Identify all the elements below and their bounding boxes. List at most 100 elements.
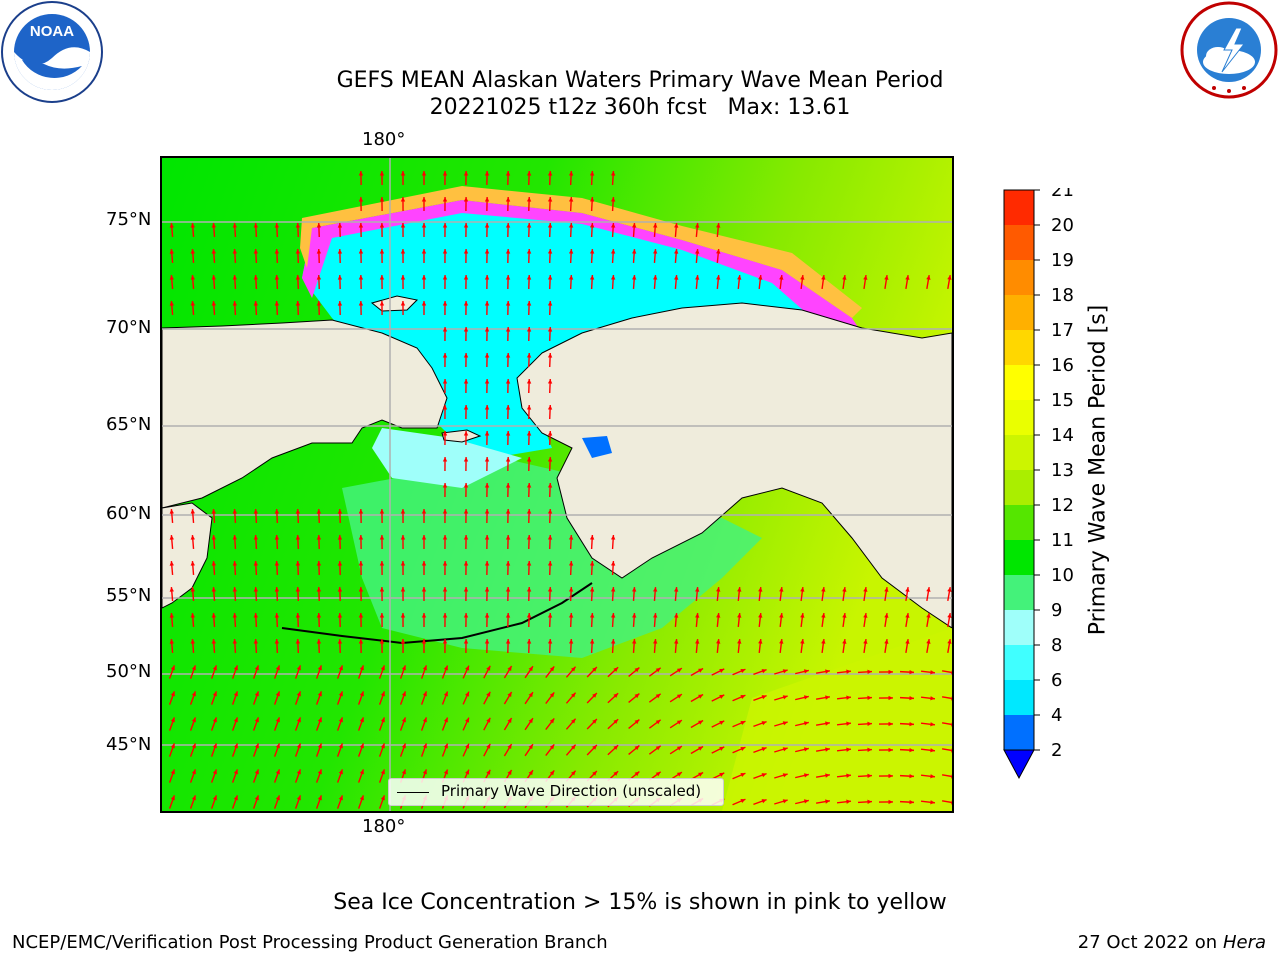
wave-arrow-head bbox=[232, 275, 238, 280]
wave-arrow-head bbox=[296, 717, 301, 723]
wave-arrow-head bbox=[761, 799, 767, 804]
wave-arrow-head bbox=[526, 639, 532, 644]
wave-arrow-head bbox=[274, 587, 280, 592]
wave-arrow-head bbox=[947, 275, 952, 280]
wave-arrow-head bbox=[316, 509, 322, 514]
lat-label-55: 55°N bbox=[106, 585, 152, 606]
wave-arrow-head bbox=[528, 666, 533, 672]
wave-arrow-head bbox=[867, 747, 872, 753]
wave-arrow-head bbox=[463, 197, 469, 202]
wave-arrow-head bbox=[653, 249, 658, 254]
wave-arrow-head bbox=[505, 457, 511, 462]
wave-arrow-head bbox=[740, 799, 746, 804]
wave-arrow-head bbox=[212, 691, 217, 697]
wave-arrow-head bbox=[632, 249, 637, 254]
wave-arrow-head bbox=[463, 613, 469, 618]
wave-arrow-head bbox=[421, 509, 427, 514]
wave-arrow-head bbox=[400, 509, 406, 514]
wave-arrow-head bbox=[170, 665, 175, 671]
wave-arrow-head bbox=[295, 249, 301, 254]
colorbar-tick-label: 8 bbox=[1051, 635, 1062, 656]
wave-arrow-head bbox=[316, 301, 322, 306]
wave-arrow-head bbox=[401, 717, 406, 723]
wave-arrow-head bbox=[779, 639, 784, 644]
wave-arrow-head bbox=[463, 223, 469, 228]
wave-arrow-head bbox=[317, 691, 322, 697]
wave-arrow-head bbox=[719, 668, 725, 673]
colorbar-tick-label: 18 bbox=[1051, 285, 1074, 306]
wave-arrow-head bbox=[422, 769, 427, 775]
wave-arrow-head bbox=[358, 249, 364, 254]
wave-arrow-head bbox=[296, 743, 301, 749]
wave-arrow-head bbox=[779, 613, 784, 618]
wave-arrow-head bbox=[782, 747, 788, 752]
aleutian-islands bbox=[281, 582, 593, 645]
wave-arrow-head bbox=[465, 769, 470, 775]
wave-arrow-head bbox=[568, 561, 574, 566]
wave-arrow-head bbox=[655, 771, 661, 777]
wave-arrow-head bbox=[884, 275, 889, 280]
wave-arrow-head bbox=[695, 223, 700, 228]
wave-arrow-head bbox=[842, 639, 847, 644]
wave-arrow-head bbox=[463, 535, 469, 540]
wave-arrow-head bbox=[190, 587, 195, 592]
wave-arrow-head bbox=[191, 795, 196, 801]
wave-arrow-head bbox=[486, 665, 491, 671]
wave-arrow-head bbox=[821, 275, 826, 280]
wave-arrow-head bbox=[951, 774, 952, 779]
wave-arrow-head bbox=[779, 587, 784, 592]
wave-arrow-head bbox=[655, 693, 661, 699]
nws-logo bbox=[1178, 0, 1280, 100]
wave-arrow-head bbox=[317, 769, 322, 775]
wave-arrow-head bbox=[232, 301, 238, 306]
wave-arrow-head bbox=[190, 561, 195, 566]
wave-arrow-head bbox=[761, 773, 767, 778]
wave-arrow-head bbox=[400, 197, 406, 202]
wave-arrow-head bbox=[379, 249, 385, 254]
wave-arrow-head bbox=[930, 722, 935, 727]
wave-arrow-head bbox=[909, 773, 914, 779]
wave-arrow-head bbox=[676, 694, 682, 699]
wave-arrow-head bbox=[380, 795, 385, 801]
wave-arrow-head bbox=[401, 769, 406, 775]
wave-arrow-head bbox=[212, 717, 217, 723]
wave-arrow-head bbox=[505, 249, 511, 254]
wave-arrow-head bbox=[526, 509, 532, 514]
wave-arrow-head bbox=[359, 769, 364, 775]
wave-arrow-head bbox=[761, 669, 767, 674]
wave-arrow-head bbox=[737, 613, 742, 618]
wave-arrow-head bbox=[253, 639, 259, 644]
map-legend: Primary Wave Direction (unscaled) bbox=[388, 778, 724, 806]
wave-arrow-head bbox=[379, 613, 385, 618]
wave-arrow-head bbox=[169, 509, 174, 514]
wave-arrow-head bbox=[274, 561, 280, 566]
wave-arrow-head bbox=[634, 693, 640, 699]
colorbar-segment bbox=[1004, 365, 1034, 400]
wave-arrow-head bbox=[698, 668, 704, 673]
wave-arrow-head bbox=[484, 509, 490, 514]
wave-arrow-head bbox=[930, 748, 935, 753]
wave-arrow-head bbox=[421, 301, 427, 306]
wave-arrow-head bbox=[867, 799, 872, 805]
wave-arrow-head bbox=[867, 721, 872, 727]
wave-arrow-head bbox=[884, 613, 889, 618]
wave-arrow-head bbox=[465, 717, 470, 723]
wave-arrow-head bbox=[825, 721, 830, 726]
wave-arrow-head bbox=[589, 171, 595, 176]
wave-arrow-head bbox=[463, 587, 469, 592]
wave-arrow-head bbox=[359, 691, 364, 697]
wave-arrow-head bbox=[782, 695, 788, 700]
wave-arrow-head bbox=[549, 770, 555, 776]
wave-arrow-head bbox=[316, 535, 322, 540]
wave-arrow-head bbox=[295, 275, 301, 280]
wave-arrow-head bbox=[547, 379, 553, 384]
wave-arrow-head bbox=[274, 613, 280, 618]
wave-arrow-head bbox=[400, 223, 406, 228]
wave-arrow-head bbox=[568, 587, 574, 592]
legend-line-sample bbox=[397, 792, 429, 793]
wave-arrow-head bbox=[632, 639, 637, 644]
wave-arrow-head bbox=[211, 509, 216, 514]
colorbar-segment bbox=[1004, 295, 1034, 330]
wave-arrow-head bbox=[484, 171, 490, 176]
wave-arrow-head bbox=[505, 561, 511, 566]
